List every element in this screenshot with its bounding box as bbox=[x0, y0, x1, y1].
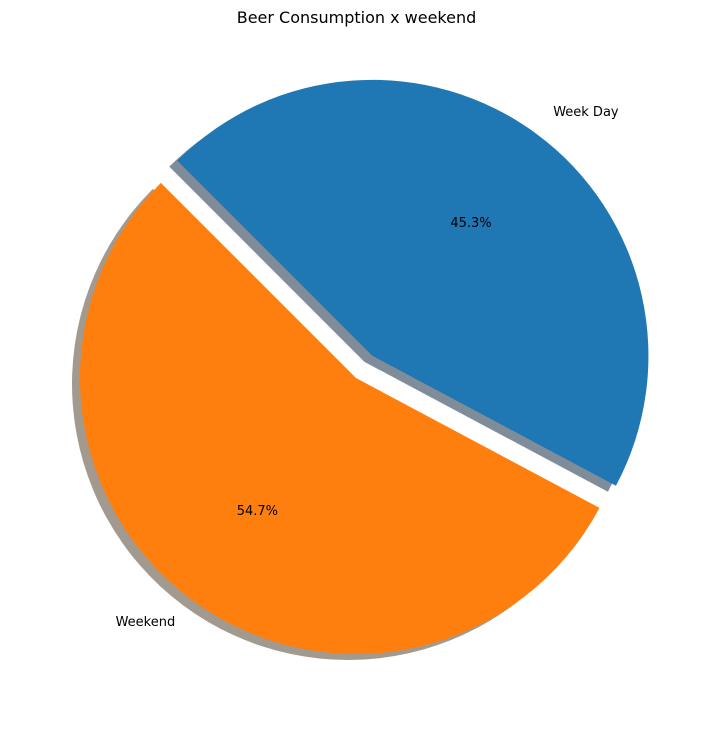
pie-label-weekend: Weekend bbox=[116, 615, 176, 630]
pie-pct-label-weekend: 54.7% bbox=[237, 504, 278, 519]
pie-slice-week-day bbox=[177, 79, 649, 486]
pie-slice-weekend bbox=[79, 182, 600, 655]
pie-label-week-day: Week Day bbox=[553, 105, 619, 120]
chart-title: Beer Consumption x weekend bbox=[236, 8, 477, 27]
pie-pct-label-week-day: 45.3% bbox=[450, 216, 491, 231]
